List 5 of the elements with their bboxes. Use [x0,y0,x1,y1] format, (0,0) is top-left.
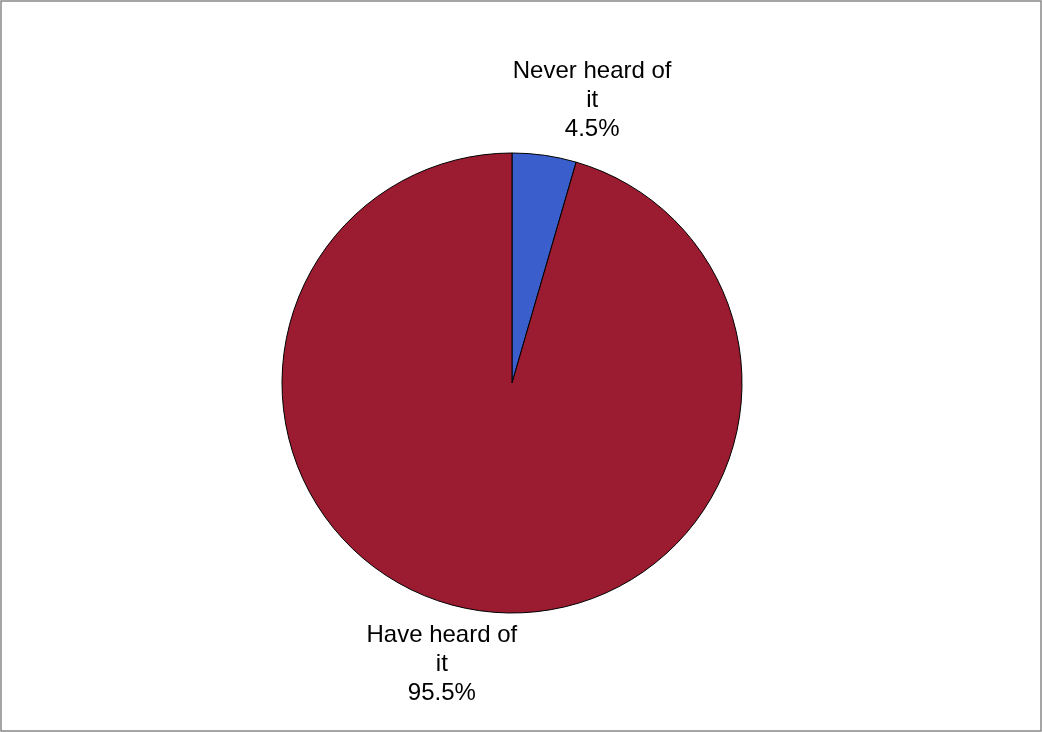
data-label: 4.5% [564,113,620,141]
data-label: 95.5% [407,678,476,706]
pie-slice [281,152,743,614]
slice-label: Never heard of it [512,56,672,113]
slice-label: Have heard of it [366,620,518,677]
